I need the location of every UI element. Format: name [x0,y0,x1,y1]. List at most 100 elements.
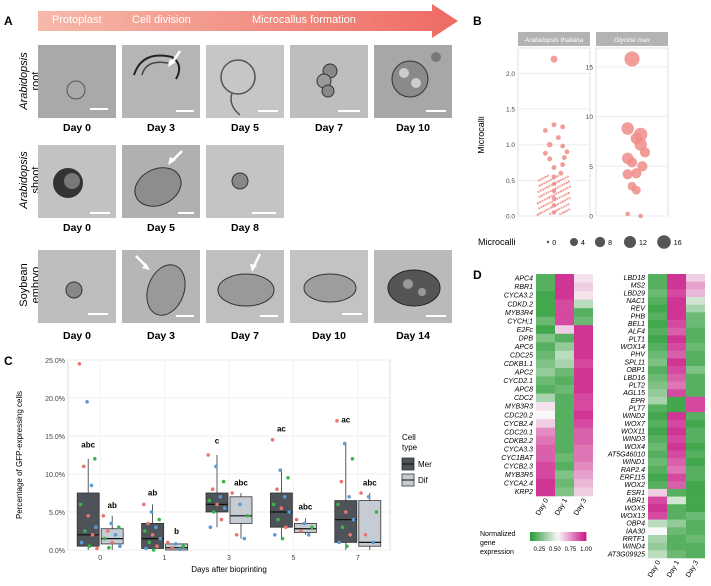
data-point [117,525,121,529]
heatmap-cell [574,453,593,463]
data-point [143,529,147,533]
heatmap-cell [667,427,686,436]
data-point [544,175,547,179]
legend-gradient [558,532,561,541]
data-point [558,196,561,199]
data-point [567,203,570,206]
data-point [95,546,99,551]
data-point [559,190,562,193]
heatmap-cell [686,550,705,559]
data-point [94,525,98,529]
heatmap-cell [574,359,593,369]
heatmap-cell [555,291,574,300]
panel-c-label: C [4,354,13,368]
data-point [207,498,212,503]
significance-letter: abc [363,478,377,487]
box [334,500,358,543]
data-point [348,533,353,537]
gene-label: BEL1 [628,321,645,328]
heatmap-cell [574,470,593,480]
heatmap-cell [648,542,667,551]
legend-gradient [568,532,571,541]
heatmap-cell [555,350,574,360]
heatmap-cell [536,291,555,300]
data-point [208,525,213,529]
heatmap-cell [667,435,686,444]
heatmap-cell [648,419,667,428]
data-point [539,200,542,204]
data-point [118,544,122,548]
heatmap-cell [667,488,686,497]
gene-label: E2Fc [517,327,534,334]
data-point [550,55,558,63]
heatmap-cell [574,274,593,283]
heatmap-cell [648,327,667,336]
heatmap-cell [667,366,686,375]
data-point [542,127,548,133]
data-point [549,201,552,204]
heatmap-cell [667,350,686,359]
data-point [350,457,355,461]
data-point [555,135,561,141]
y-tick-label: 25.0% [45,358,65,365]
gene-label: PLT2 [629,382,645,389]
data-point [144,546,148,551]
data-point [278,468,283,472]
gene-label: CDC20.1 [504,429,533,436]
gene-label: WOX4 [624,444,645,451]
data-point [306,533,311,537]
data-point [555,209,559,212]
heatmap-cell [574,410,593,420]
data-point [344,510,348,514]
heatmap-cell [536,282,555,292]
data-point [568,208,571,211]
gene-label: PLT7 [629,405,646,412]
data-point [547,202,550,205]
heatmap-cell [555,453,574,463]
heatmap-cell [574,487,593,497]
heatmap-cell [555,274,574,283]
significance-letter: abc [234,478,248,487]
heatmap-cell [648,458,667,467]
heatmap-cell [667,320,686,329]
legend-tick: 0.25 [533,547,545,553]
heatmap-cell [574,393,593,403]
data-point [549,178,553,181]
heatmap-cell [648,450,667,459]
heatmap-cell [536,461,555,471]
facet-title: Arabidopsis thaliana [524,37,584,44]
heatmap-cell [555,299,574,309]
legend-symbol [570,238,578,246]
data-point [556,186,559,189]
legend-gradient [560,532,563,541]
legend-title: Normalized [480,531,516,538]
gene-label: PHB [631,313,646,320]
microcalli-scatter-chart: Microcalli Arabidopsis thaliana 0.0 0.5 1.0 1… [478,32,682,249]
y-tick-label: 10.0% [45,472,65,479]
legend-gradient [570,532,573,541]
day-label: Day 8 [230,222,260,234]
y-tick-label: 5 [589,164,593,171]
data-point [551,200,554,203]
data-point [624,51,640,67]
heatmap-cell [648,435,667,444]
data-point [559,201,562,204]
heatmap-cell [648,304,667,313]
data-point [150,533,155,537]
legend-gradient [578,532,581,541]
heatmap-cell [686,412,705,421]
gene-label: APC4 [514,276,533,283]
legend-symbol [594,236,606,248]
heatmap-cell [648,381,667,390]
heatmap-cell [686,381,705,390]
heatmap-cell [536,308,555,317]
day-label: Day 0 [62,222,92,234]
stage-cell-division: Cell division [132,14,191,26]
data-point [537,190,540,193]
data-point [566,186,569,190]
heatmap-cell [536,393,555,403]
data-point [542,193,546,196]
heatmap-cell [574,350,593,360]
data-point [543,198,547,201]
heatmap-cell [667,381,686,390]
